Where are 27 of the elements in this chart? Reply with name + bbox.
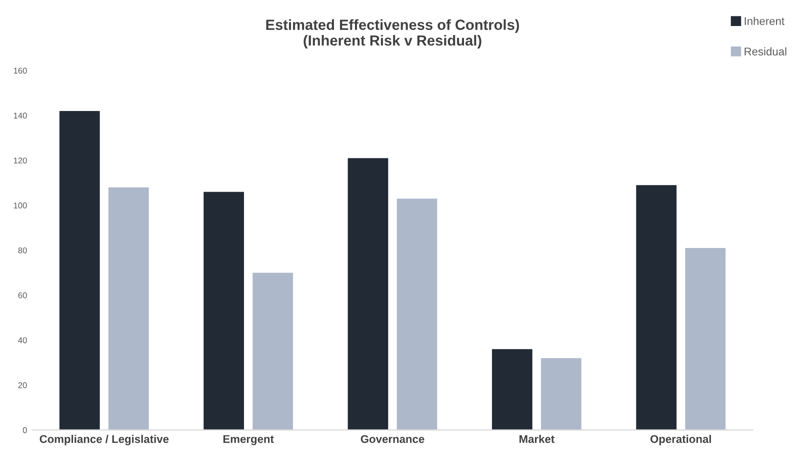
y-tick-label: 20 [18, 382, 27, 388]
legend-label: Inherent [744, 16, 784, 26]
bar [252, 272, 294, 430]
chart-title: Estimated Effectiveness of Controls) (Inherent Risk v Residual) [266, 19, 519, 49]
x-tick-label: Operational [650, 434, 711, 446]
y-tick-label: 40 [18, 337, 27, 344]
bar [396, 198, 438, 430]
y-tick-label: 140 [14, 112, 27, 119]
bar [636, 185, 677, 430]
bar [59, 110, 100, 430]
bar [204, 192, 244, 430]
x-tick-label: Compliance / Legislative [40, 434, 169, 446]
y-tick-label: 120 [14, 158, 27, 164]
bar [108, 187, 149, 430]
x-tick-label: Market [520, 434, 554, 443]
bar [492, 349, 532, 430]
bar [685, 248, 726, 430]
y-tick-label: 100 [14, 202, 27, 208]
y-tick-label: 0 [22, 427, 27, 434]
x-tick-label: Governance [360, 435, 424, 443]
legend-label: Residual [744, 47, 786, 56]
bar [540, 358, 582, 430]
y-tick-label: 60 [18, 292, 27, 298]
y-tick-label: 80 [18, 247, 27, 254]
x-tick-label: Emergent [223, 435, 274, 446]
bar [348, 158, 388, 430]
y-tick-label: 160 [14, 68, 27, 74]
